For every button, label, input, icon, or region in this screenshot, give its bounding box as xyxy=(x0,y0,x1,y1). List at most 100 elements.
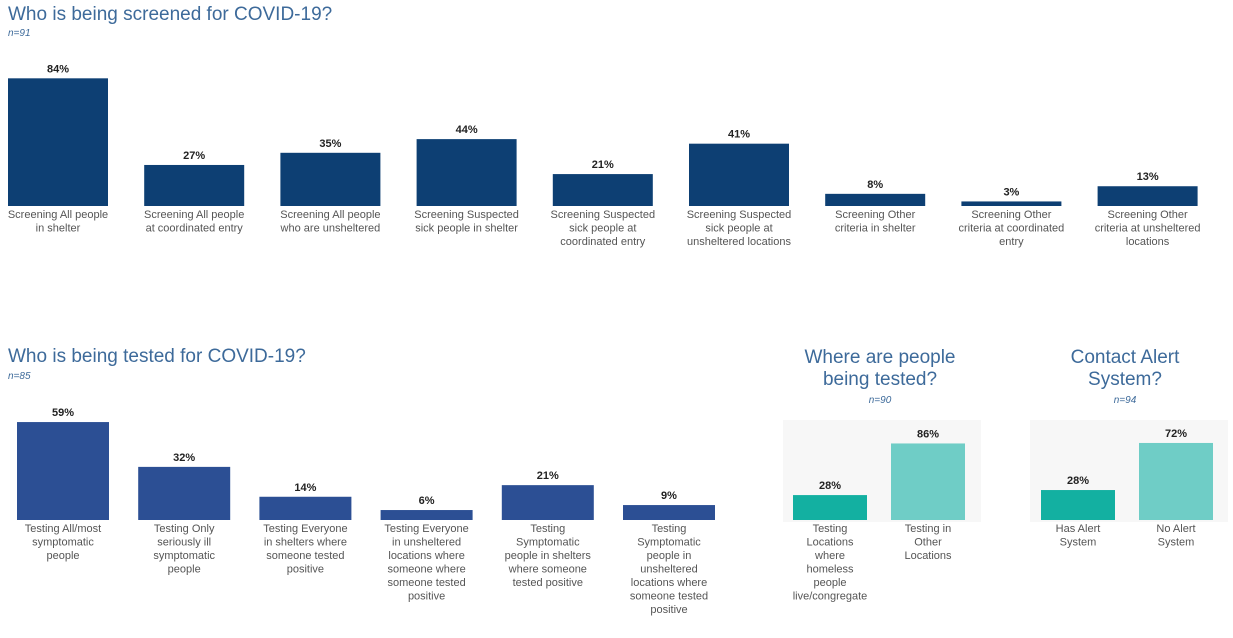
tested-category-label-line: positive xyxy=(408,591,445,603)
screened-category-label-line: Screening Suspected xyxy=(551,209,656,221)
tested-category-label-line: people in xyxy=(647,550,692,562)
screened-value-label-4: 44% xyxy=(456,124,478,136)
screened-category-label-6: Screening Suspected sick people at unshelt… xyxy=(687,209,792,248)
screened-category-label-3: Screening All people who are unsheltered xyxy=(280,209,381,235)
screened-category-label-line: sick people at xyxy=(569,223,636,235)
where-chart-sample-size: n=90 xyxy=(868,395,892,406)
tested-value-label-2: 32% xyxy=(173,452,195,464)
where-category-label-line: Locations xyxy=(806,537,854,549)
screened-category-label-8: Screening Other criteria at coordinated en… xyxy=(959,209,1065,248)
screened-category-label-line: criteria in shelter xyxy=(835,223,916,235)
screened-category-label-line: unsheltered locations xyxy=(687,236,791,248)
screened-value-label-8: 3% xyxy=(1003,186,1019,198)
screened-value-label-2: 27% xyxy=(183,150,205,162)
where-category-label-line: homeless xyxy=(806,564,854,576)
alert-category-label-line: System xyxy=(1060,537,1097,549)
where-bar-chart: 28%Testing Locations where homeless people li… xyxy=(793,428,965,603)
tested-category-label-1: Testing All/most symptomatic people xyxy=(25,523,101,562)
alert-category-label-2: No Alert System xyxy=(1156,523,1195,549)
tested-value-label-5: 21% xyxy=(537,470,559,482)
tested-category-label-4: Testing Everyone in unsheltered locations … xyxy=(384,523,468,603)
tested-category-label-line: someone tested xyxy=(630,591,708,603)
screened-category-label-4: Screening Suspected sick people in shelte… xyxy=(414,209,519,235)
tested-category-label-line: unsheltered xyxy=(640,564,698,576)
screened-category-label-line: criteria at unsheltered xyxy=(1095,223,1201,235)
screened-value-label-3: 35% xyxy=(319,138,341,150)
screened-bar-9 xyxy=(1097,186,1198,206)
tested-category-label-line: in shelters where xyxy=(264,537,347,549)
where-value-label-1: 28% xyxy=(819,480,841,492)
tested-value-label-1: 59% xyxy=(52,407,74,419)
screened-bar-chart: 84% Screening All people in shelter 27% Scre… xyxy=(8,63,1201,248)
tested-category-label-line: tested positive xyxy=(513,577,583,589)
tested-category-label-line: Testing xyxy=(530,523,565,535)
where-chart-title: Where are people being tested? xyxy=(804,347,956,390)
tested-bar-4 xyxy=(380,510,473,520)
alert-value-label-2: 72% xyxy=(1165,428,1187,440)
screened-category-label-line: sick people in shelter xyxy=(415,223,518,235)
screened-chart-title: Who is being screened for COVID-19? xyxy=(8,4,333,25)
screened-category-label-line: Screening Suspected xyxy=(687,209,792,221)
where-category-label-1: Testing Locations where homeless people live/… xyxy=(793,523,868,603)
screened-bar-6 xyxy=(689,143,789,206)
tested-category-label-line: people in shelters xyxy=(505,550,592,562)
where-category-label-line: Testing in xyxy=(905,523,951,535)
screened-category-label-line: who are unsheltered xyxy=(280,223,381,235)
tested-category-label-line: someone tested xyxy=(387,577,465,589)
where-category-label-line: people xyxy=(813,577,846,589)
tested-category-label-line: someone where xyxy=(387,564,465,576)
screened-category-label-line: coordinated entry xyxy=(560,236,645,248)
where-category-label-line: live/congregate xyxy=(793,591,868,603)
tested-category-label-line: in unsheltered xyxy=(392,537,461,549)
tested-category-label-line: Symptomatic xyxy=(637,537,701,549)
screened-value-label-6: 41% xyxy=(728,129,750,141)
screened-category-label-line: sick people at xyxy=(705,223,772,235)
tested-bar-chart: 59% Testing All/most symptomatic people 32% T… xyxy=(17,407,715,616)
alert-category-label-1: Has Alert System xyxy=(1056,523,1101,549)
tested-bar-5 xyxy=(501,485,594,520)
tested-category-label-line: positive xyxy=(287,564,324,576)
alert-category-label-line: System xyxy=(1158,537,1195,549)
where-category-label-line: Locations xyxy=(904,550,952,562)
tested-category-label-line: Testing Only xyxy=(154,523,215,535)
screened-chart-sample-size: n=91 xyxy=(8,28,31,39)
tested-category-label-2: Testing Only seriously ill symptomatic peop… xyxy=(153,523,215,576)
screened-value-label-1: 84% xyxy=(47,63,69,75)
screened-category-label-line: Screening All people xyxy=(280,209,380,221)
screened-category-label-7: Screening Other criteria in shelter xyxy=(835,209,916,235)
tested-category-label-line: Testing Everyone xyxy=(384,523,468,535)
alert-bar-1 xyxy=(1041,490,1115,520)
screened-category-label-9: Screening Other criteria at unsheltered lo… xyxy=(1095,209,1201,248)
where-category-label-line: Other xyxy=(914,537,942,549)
screened-value-label-5: 21% xyxy=(592,159,614,171)
screened-bar-2 xyxy=(144,164,245,206)
screened-value-label-7: 8% xyxy=(867,179,883,191)
screened-category-label-line: Screening Other xyxy=(835,209,915,221)
screened-bar-8 xyxy=(961,201,1062,206)
tested-bar-2 xyxy=(138,466,231,520)
where-category-label-line: Testing xyxy=(813,523,848,535)
tested-value-label-6: 9% xyxy=(661,490,677,502)
screened-category-label-line: Screening All people xyxy=(144,209,244,221)
screened-category-label-line: at coordinated entry xyxy=(146,223,244,235)
tested-value-label-3: 14% xyxy=(294,482,316,494)
screened-category-label-line: entry xyxy=(999,236,1024,248)
screened-bar-7 xyxy=(825,193,926,206)
where-bar-2 xyxy=(891,443,965,520)
tested-category-label-6: Testing Symptomatic people in unsheltered lo… xyxy=(630,523,708,616)
screened-category-label-line: Screening Other xyxy=(971,209,1051,221)
tested-value-label-4: 6% xyxy=(419,495,435,507)
tested-category-label-5: Testing Symptomatic people in shelters wher… xyxy=(505,523,592,589)
screened-bar-4 xyxy=(416,139,517,206)
alert-chart-sample-size: n=94 xyxy=(1113,395,1137,406)
tested-category-label-line: symptomatic xyxy=(32,537,94,549)
alert-chart-title: Contact Alert System? xyxy=(1070,347,1180,390)
where-category-label-line: where xyxy=(814,550,845,562)
screened-category-label-line: locations xyxy=(1126,236,1170,248)
screened-category-label-5: Screening Suspected sick people at coordin… xyxy=(551,209,656,248)
screened-value-label-9: 13% xyxy=(1137,171,1159,183)
tested-bar-3 xyxy=(259,496,352,520)
where-value-label-2: 86% xyxy=(917,428,939,440)
screened-category-label-line: Screening Suspected xyxy=(414,209,519,221)
